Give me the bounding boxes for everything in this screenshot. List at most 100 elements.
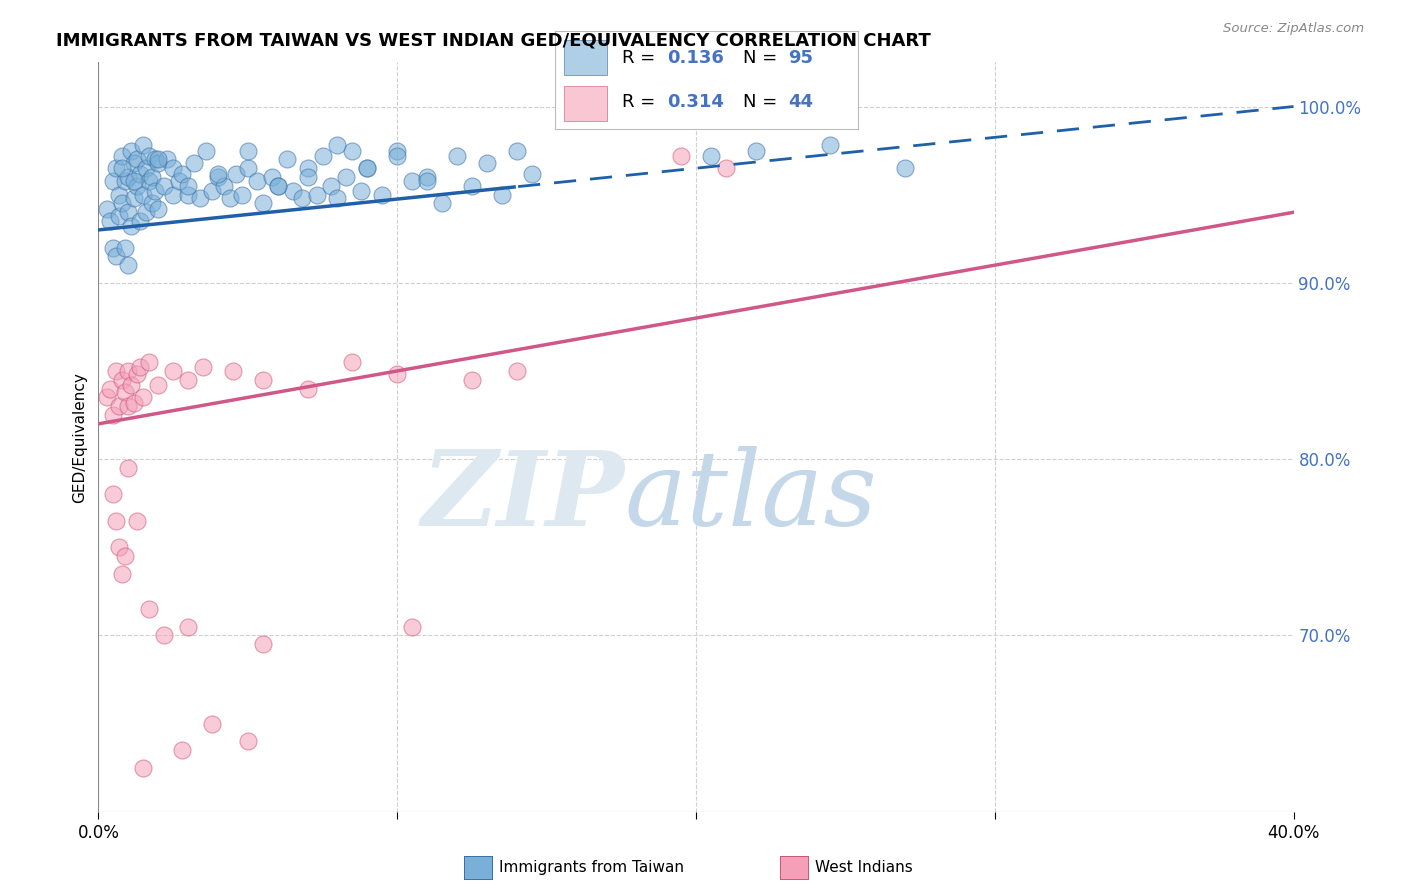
Point <box>120 219 142 234</box>
Point <box>225 167 247 181</box>
Point <box>148 153 170 167</box>
Point <box>222 364 245 378</box>
Point <box>135 161 157 176</box>
Point <box>108 209 131 223</box>
Point <box>491 187 513 202</box>
Point <box>177 187 200 202</box>
Point <box>183 156 205 170</box>
Point <box>117 399 139 413</box>
Point <box>124 395 146 409</box>
Point <box>335 169 357 184</box>
Point <box>120 378 142 392</box>
Point <box>114 385 136 400</box>
Point <box>342 355 364 369</box>
Point <box>326 191 349 205</box>
Point <box>141 169 163 184</box>
Text: 0.136: 0.136 <box>668 49 724 67</box>
Point <box>745 144 768 158</box>
Point <box>506 364 529 378</box>
Point <box>236 144 259 158</box>
Text: West Indians: West Indians <box>815 860 914 874</box>
Point <box>326 138 349 153</box>
Text: 44: 44 <box>789 93 813 111</box>
Point <box>132 187 155 202</box>
Point <box>117 169 139 184</box>
Text: R =: R = <box>621 49 661 67</box>
Point <box>321 178 343 193</box>
Point <box>430 196 453 211</box>
Point <box>135 205 157 219</box>
Point <box>143 153 166 167</box>
Point <box>103 173 125 187</box>
Point <box>207 169 229 184</box>
Point <box>132 138 155 153</box>
Point <box>153 178 176 193</box>
Point <box>267 178 290 193</box>
Point <box>108 187 131 202</box>
Point <box>416 173 439 187</box>
Point <box>111 161 134 176</box>
Text: atlas: atlas <box>624 446 877 548</box>
Point <box>297 382 319 396</box>
Point <box>520 167 543 181</box>
Point <box>267 178 290 193</box>
Point <box>129 360 152 375</box>
Point <box>461 178 484 193</box>
Point <box>148 378 170 392</box>
Bar <box>564 40 607 76</box>
Point <box>120 144 142 158</box>
Point <box>124 173 146 187</box>
Text: Source: ZipAtlas.com: Source: ZipAtlas.com <box>1223 22 1364 36</box>
Point <box>385 144 409 158</box>
Point <box>127 514 149 528</box>
Point <box>201 184 224 198</box>
Point <box>371 187 394 202</box>
Text: R =: R = <box>621 93 661 111</box>
Text: IMMIGRANTS FROM TAIWAN VS WEST INDIAN GED/EQUIVALENCY CORRELATION CHART: IMMIGRANTS FROM TAIWAN VS WEST INDIAN GE… <box>56 31 931 49</box>
Point <box>100 382 122 396</box>
Point <box>96 391 118 405</box>
Point <box>117 258 139 272</box>
Text: N =: N = <box>742 49 783 67</box>
Point <box>506 144 529 158</box>
Point <box>700 149 723 163</box>
Point <box>475 156 498 170</box>
Point <box>100 214 122 228</box>
Point <box>201 716 224 731</box>
Text: ZIP: ZIP <box>422 446 624 548</box>
Point <box>132 391 155 405</box>
Point <box>820 138 842 153</box>
Point <box>96 202 118 216</box>
Text: 95: 95 <box>789 49 813 67</box>
Text: 0.314: 0.314 <box>668 93 724 111</box>
Point <box>356 161 378 176</box>
Point <box>356 161 378 176</box>
Point <box>103 408 125 422</box>
Point <box>669 149 692 163</box>
Point <box>385 368 409 382</box>
Point <box>177 178 200 193</box>
Point <box>143 184 166 198</box>
Point <box>167 173 190 187</box>
Point <box>148 156 170 170</box>
Point <box>252 196 274 211</box>
Point <box>127 368 149 382</box>
Point <box>153 628 176 642</box>
Point <box>276 153 298 167</box>
Point <box>172 743 194 757</box>
Point <box>297 161 319 176</box>
Point <box>114 241 136 255</box>
Point <box>446 149 468 163</box>
Point <box>124 156 146 170</box>
Point <box>141 196 163 211</box>
Point <box>416 169 439 184</box>
Point <box>894 161 917 176</box>
Text: N =: N = <box>742 93 783 111</box>
Point <box>461 373 484 387</box>
Point <box>111 196 134 211</box>
Point <box>260 169 283 184</box>
Point <box>114 173 136 187</box>
Point <box>129 214 152 228</box>
Point <box>252 637 274 651</box>
Point <box>305 187 328 202</box>
